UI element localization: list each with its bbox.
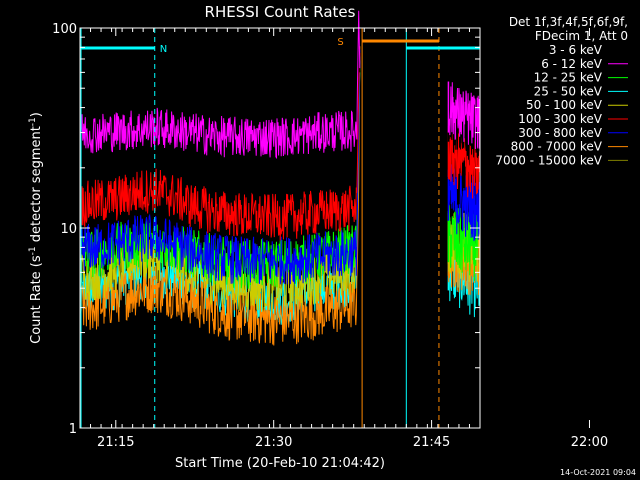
x-tick-label: 21:15 (97, 435, 134, 450)
series-line-pre (79, 46, 361, 346)
y-tick-label: 100 (52, 22, 77, 37)
y-axis-label-exponent: -1 (28, 246, 38, 255)
flag-annotation: S (337, 37, 343, 48)
footer-timestamp: 14-Oct-2021 09:04 (560, 468, 636, 477)
y-axis-label-exponent: -1 (28, 117, 38, 126)
x-tick-label: 22:00 (571, 435, 608, 450)
y-axis-label: Count Rate (s-1 detector segment-1) (28, 112, 44, 344)
series-line-post (447, 82, 481, 150)
y-tick-label: 1 (69, 422, 77, 437)
series-line-pre (79, 52, 361, 241)
series-line-pre (79, 10, 361, 160)
series-layer (79, 10, 481, 346)
legend-entry-label: 7000 - 15000 keV (495, 153, 602, 167)
flag-annotation: N (160, 44, 167, 55)
legend-header-line: Det 1f,3f,4f,5f,6f,9f, (509, 15, 628, 29)
legend-entry-label: 25 - 50 keV (534, 84, 603, 98)
x-tick-label: 21:45 (413, 435, 450, 450)
x-tick-label: 21:30 (255, 435, 292, 450)
legend-entry-label: 3 - 6 keV (549, 43, 603, 57)
legend-entry-label: 6 - 12 keV (541, 57, 603, 71)
legend-entry-label: 800 - 7000 keV (511, 140, 603, 154)
series-line-post (447, 164, 481, 242)
legend-header-line: FDecim 1, Att 0 (535, 29, 628, 43)
legend-entry-label: 50 - 100 keV (526, 98, 603, 112)
y-axis-label-part: ) (29, 112, 44, 117)
y-axis-label-part: detector segment (29, 126, 44, 246)
legend-entry-label: 100 - 300 keV (518, 112, 602, 126)
legend: Det 1f,3f,4f,5f,6f,9f, FDecim 1, Att 0 3… (495, 15, 628, 167)
y-tick-label: 10 (60, 222, 77, 237)
x-axis-label: Start Time (20-Feb-10 21:04:42) (175, 456, 385, 471)
series-line-post (447, 122, 481, 199)
series-line-pre (79, 49, 361, 285)
y-axis-label-part: Count Rate (s (29, 255, 44, 344)
legend-entry-label: 12 - 25 keV (534, 71, 603, 85)
legend-entry-label: 300 - 800 keV (518, 126, 602, 140)
chart-title: RHESSI Count Rates (205, 3, 356, 21)
